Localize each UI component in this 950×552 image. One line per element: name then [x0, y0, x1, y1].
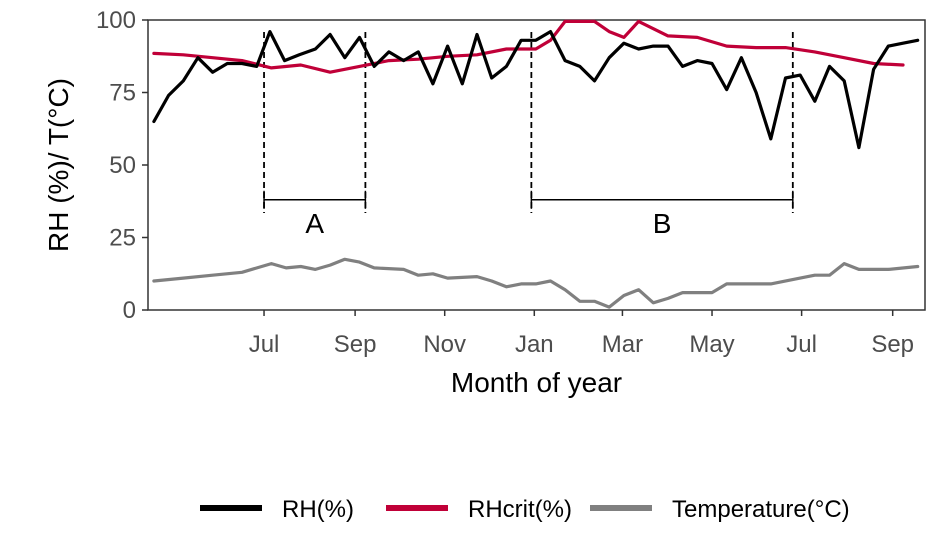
legend-label: RH(%) — [282, 496, 354, 523]
y-axis-title: RH (%)/ T(°C) — [43, 78, 74, 252]
x-tick-label: Nov — [423, 331, 466, 358]
y-axis: 0 25 50 75 100 — [96, 7, 148, 324]
x-axis-title: Month of year — [451, 367, 622, 398]
legend-label: Temperature(°C) — [672, 496, 850, 523]
series-line-rh — [152, 30, 920, 150]
x-tick-label: Jul — [786, 331, 817, 358]
x-tick-label: Jan — [515, 331, 554, 358]
x-tick-label: Jul — [249, 331, 280, 358]
x-tick-label: Mar — [602, 331, 643, 358]
y-tick-label: 100 — [96, 7, 136, 34]
series-line-rhcrit — [152, 19, 905, 74]
y-tick-label: 25 — [109, 225, 136, 252]
legend: RH(%) RHcrit(%) Temperature(°C) — [200, 496, 850, 523]
series-layer — [152, 19, 920, 309]
y-tick-label: 75 — [109, 80, 136, 107]
y-tick-label: 0 — [123, 297, 136, 324]
x-axis: Jul Sep Nov Jan Mar May Jul Sep — [249, 310, 914, 358]
x-tick-label: May — [689, 331, 734, 358]
x-tick-label: Sep — [871, 331, 914, 358]
series-line-temperature-c — [152, 257, 920, 309]
annotation-label: B — [653, 208, 672, 239]
x-tick-label: Sep — [334, 331, 377, 358]
legend-label: RHcrit(%) — [468, 496, 572, 523]
annotation-label: A — [305, 208, 324, 239]
y-tick-label: 50 — [109, 152, 136, 179]
